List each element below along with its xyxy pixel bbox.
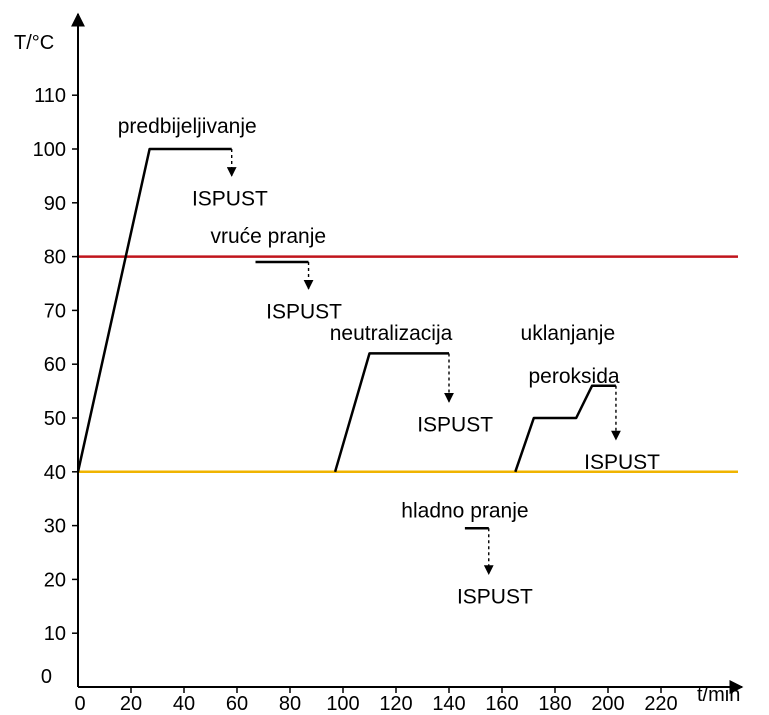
y-tick-label: 90 — [44, 193, 66, 215]
y-tick-label: 80 — [44, 247, 66, 269]
x-tick-label: 40 — [173, 693, 195, 715]
annotation-label: ISPUST — [584, 451, 660, 474]
annotation-label: hladno pranje — [401, 500, 528, 523]
y-tick-label: 20 — [44, 569, 66, 591]
y-tick-label: 70 — [44, 300, 66, 322]
annotation-label: ISPUST — [192, 187, 268, 210]
x-tick-label: 0 — [74, 693, 85, 715]
annotation-label: uklanjanje — [521, 322, 616, 345]
y-tick-label: 60 — [44, 354, 66, 376]
x-axis-title: t/min — [697, 684, 740, 706]
y-tick-label: 30 — [44, 516, 66, 538]
x-tick-label: 160 — [485, 693, 518, 715]
x-tick-label: 140 — [432, 693, 465, 715]
x-tick-label: 100 — [326, 693, 359, 715]
x-tick-label: 200 — [591, 693, 624, 715]
temperature-segment-1 — [76, 147, 232, 473]
annotation-label: ISPUST — [417, 413, 493, 436]
annotation-label: ISPUST — [266, 300, 342, 323]
annotation-label: vruće pranje — [211, 225, 327, 248]
annotation-label: predbijeljivanje — [118, 115, 257, 138]
x-tick-label: 220 — [644, 693, 677, 715]
temperature-segment-4 — [514, 384, 616, 473]
x-tick-label: 20 — [120, 693, 142, 715]
x-tick-label: 60 — [226, 693, 248, 715]
annotation-label: ISPUST — [457, 586, 533, 609]
x-tick-label: 80 — [279, 693, 301, 715]
temperature-segment-3 — [333, 352, 449, 473]
y-axis-title: T/°C — [14, 32, 54, 54]
y-tick-label: 110 — [34, 85, 66, 107]
x-tick-label: 120 — [379, 693, 412, 715]
annotation-label: neutralizacija — [330, 322, 453, 345]
y-tick-label: 50 — [44, 408, 66, 430]
y-tick-label: 10 — [44, 623, 66, 645]
annotation-label: peroksida — [529, 365, 620, 388]
x-tick-label: 180 — [538, 693, 571, 715]
y-tick-label: 40 — [44, 462, 66, 484]
y-tick-label: 100 — [33, 139, 66, 161]
y-tick-label: 0 — [41, 666, 52, 688]
